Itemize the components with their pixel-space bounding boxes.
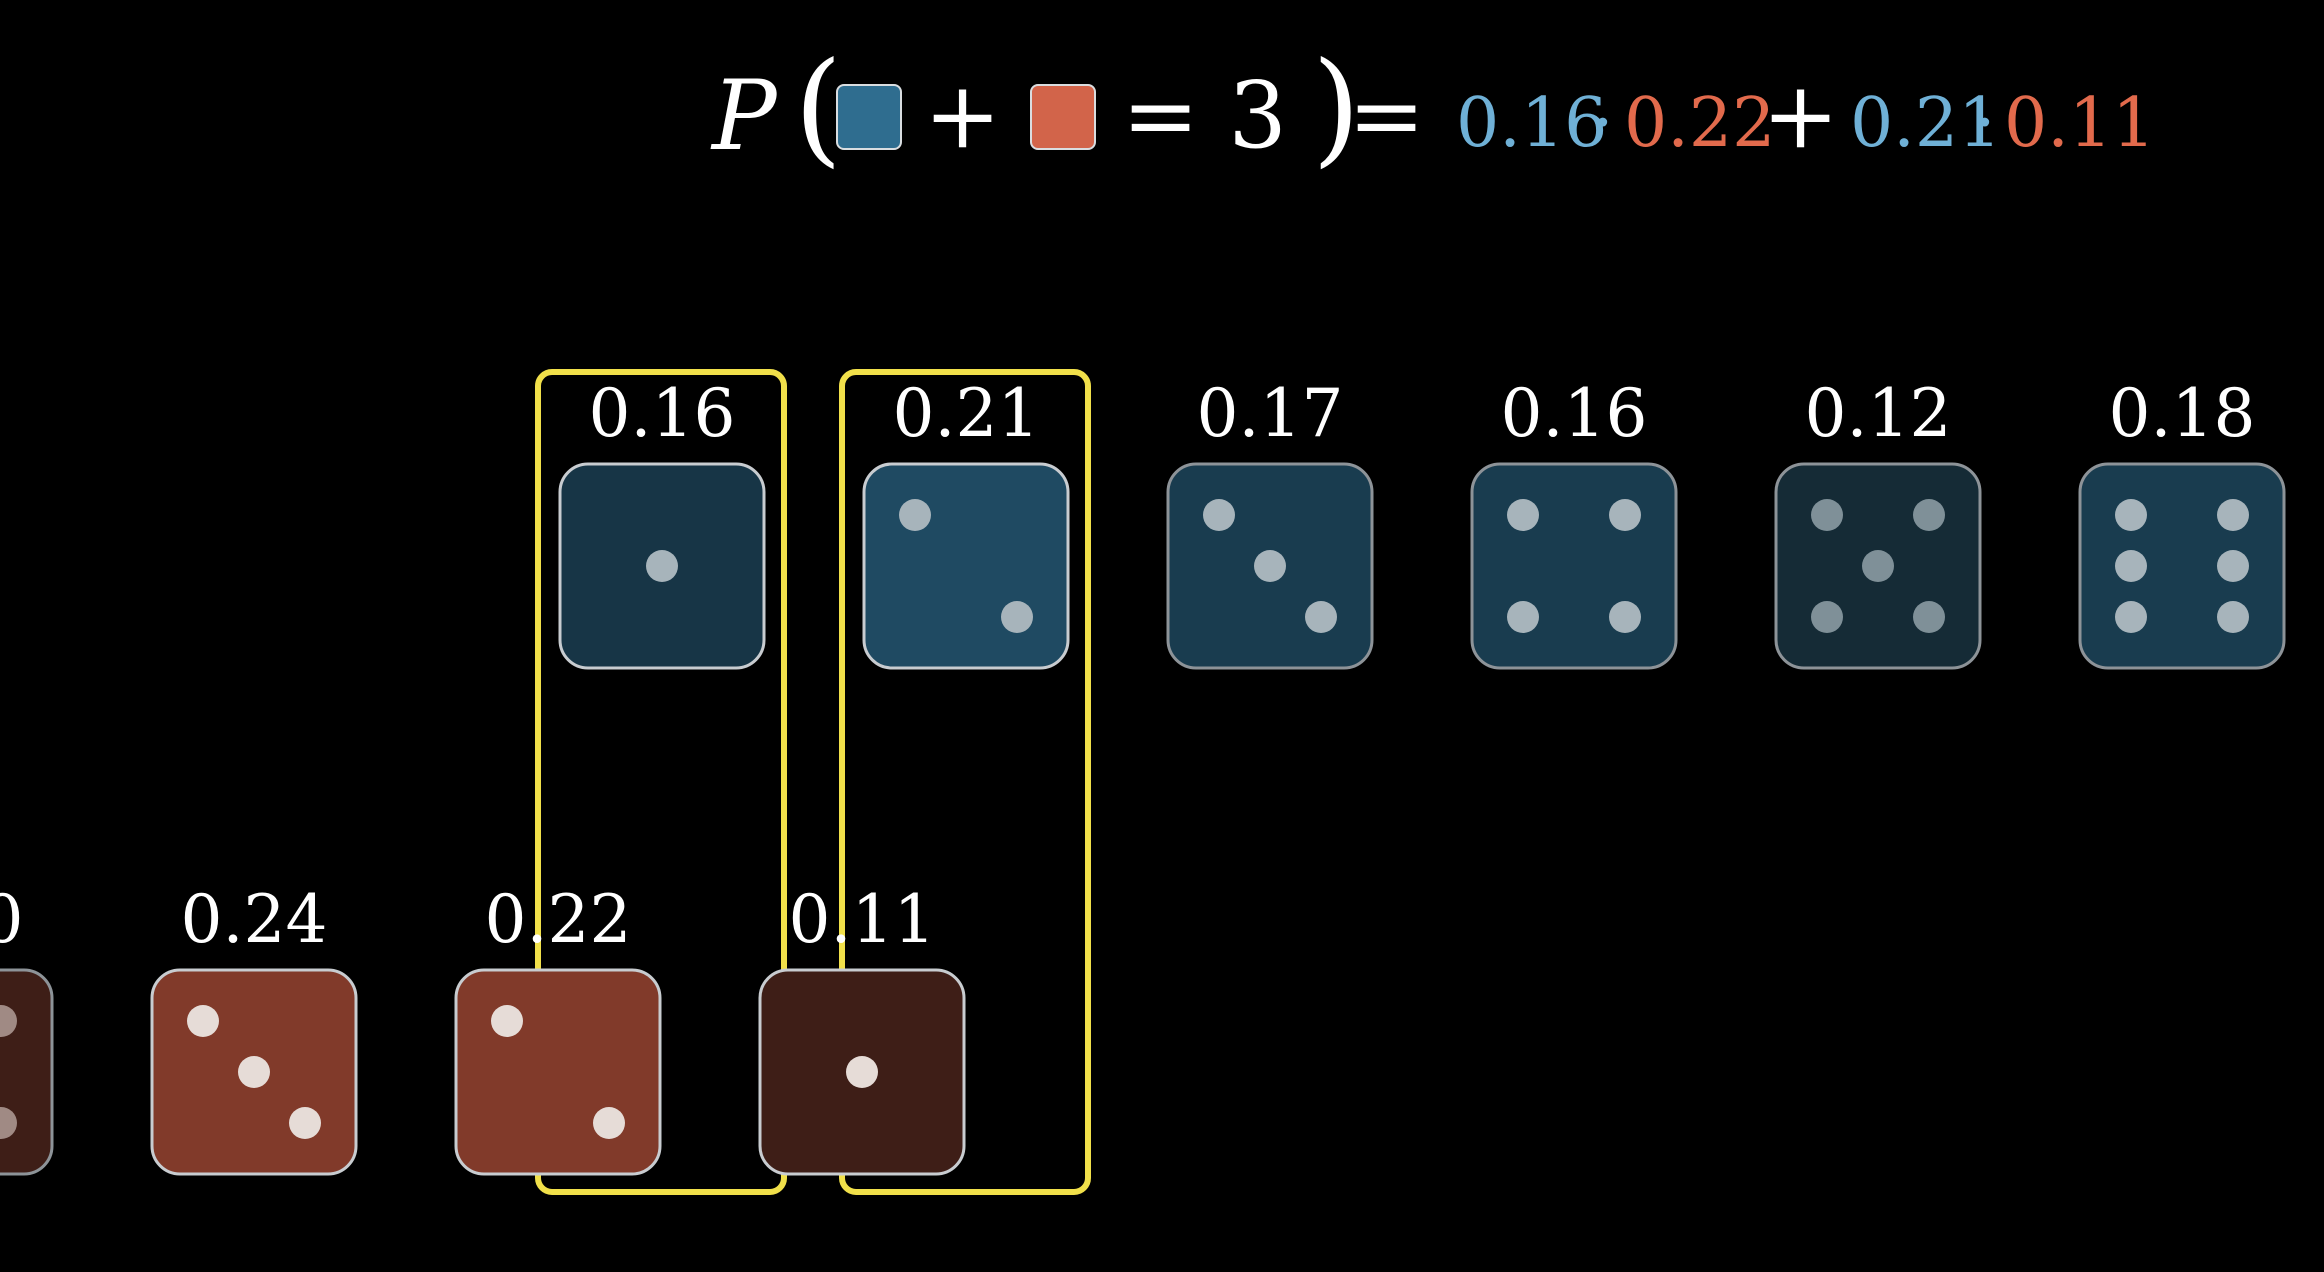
- highlight-box-2: [839, 369, 1091, 1195]
- red-die-pip: [187, 1005, 219, 1037]
- blue-die-square-icon: [836, 84, 902, 150]
- red-die-face: [454, 968, 662, 1176]
- blue-die-pip: [1507, 499, 1539, 531]
- highlight-box-1: [535, 369, 787, 1195]
- red-die-probability-label: 0.24: [181, 881, 328, 958]
- formula-p: P: [712, 60, 777, 172]
- formula-equals-three: = 3: [1122, 62, 1287, 169]
- blue-die-pip: [1913, 499, 1945, 531]
- blue-die-1: 0.16: [558, 375, 766, 670]
- blue-die-pip: [1609, 601, 1641, 633]
- red-die-probability-label: 0.22: [485, 881, 632, 958]
- blue-die-probability-label: 0.16: [589, 375, 736, 452]
- red-dice-row: 0.10 0.24 0.22 0.11: [0, 881, 966, 1176]
- red-die-2: 0.24: [150, 881, 358, 1176]
- blue-die-pip: [1305, 601, 1337, 633]
- blue-die-pip: [1203, 499, 1235, 531]
- red-die-pip: [593, 1107, 625, 1139]
- blue-die-pip: [1811, 499, 1843, 531]
- blue-die-face: [862, 462, 1070, 670]
- red-die-pip: [846, 1056, 878, 1088]
- blue-die-pip: [2217, 499, 2249, 531]
- red-die-probability-label: 0.11: [789, 881, 936, 958]
- term-plus: +: [1762, 62, 1840, 169]
- blue-die-face: [2078, 462, 2286, 670]
- blue-die-pip: [1001, 601, 1033, 633]
- blue-die-pip: [1913, 601, 1945, 633]
- blue-die-pip: [1609, 499, 1641, 531]
- blue-die-pip: [646, 550, 678, 582]
- red-die-3: 0.22: [454, 881, 662, 1176]
- formula-close-paren: ): [1312, 36, 1361, 180]
- formula-equals: =: [1348, 62, 1426, 169]
- red-die-pip: [289, 1107, 321, 1139]
- term-blue-2: 0.21: [1850, 84, 2002, 163]
- red-die-square-icon: [1030, 84, 1096, 150]
- red-die-pip: [238, 1056, 270, 1088]
- blue-die-probability-label: 0.18: [2109, 375, 2256, 452]
- blue-die-probability-label: 0.17: [1197, 375, 1344, 452]
- blue-die-3: 0.17: [1166, 375, 1374, 670]
- formula-open-paren: (: [794, 36, 843, 180]
- term-dot-1: ·: [1592, 84, 1614, 163]
- red-die-probability-label: 0.10: [0, 881, 23, 958]
- red-die-pip: [0, 1107, 17, 1139]
- blue-die-pip: [1507, 601, 1539, 633]
- blue-die-probability-label: 0.12: [1805, 375, 1952, 452]
- blue-die-pip: [1811, 601, 1843, 633]
- blue-die-pip: [2217, 550, 2249, 582]
- blue-die-pip: [1254, 550, 1286, 582]
- blue-die-pip: [899, 499, 931, 531]
- blue-die-2: 0.21: [862, 375, 1070, 670]
- red-die-pip: [0, 1005, 17, 1037]
- blue-die-face: [1470, 462, 1678, 670]
- blue-die-5: 0.12: [1774, 375, 1982, 670]
- red-die-face: [0, 968, 54, 1176]
- blue-die-probability-label: 0.16: [1501, 375, 1648, 452]
- term-red-2: 0.11: [2004, 84, 2156, 163]
- term-red-1: 0.22: [1624, 84, 1776, 163]
- blue-die-4: 0.16: [1470, 375, 1678, 670]
- blue-die-pip: [1862, 550, 1894, 582]
- formula-plus: +: [924, 62, 1002, 169]
- term-blue-1: 0.16: [1456, 84, 1608, 163]
- blue-die-probability-label: 0.21: [893, 375, 1040, 452]
- term-dot-2: ·: [1974, 84, 1996, 163]
- red-die-1: 0.10: [0, 881, 54, 1176]
- blue-die-pip: [2217, 601, 2249, 633]
- blue-die-pip: [2115, 499, 2147, 531]
- red-die-pip: [491, 1005, 523, 1037]
- blue-die-6: 0.18: [2078, 375, 2286, 670]
- blue-die-pip: [2115, 601, 2147, 633]
- blue-dice-row: 0.16 0.21 0.17 0.16 0.12 0.18: [558, 375, 2286, 670]
- blue-die-pip: [2115, 550, 2147, 582]
- highlight-boxes: [535, 369, 1091, 1195]
- red-die-4: 0.11: [758, 881, 966, 1176]
